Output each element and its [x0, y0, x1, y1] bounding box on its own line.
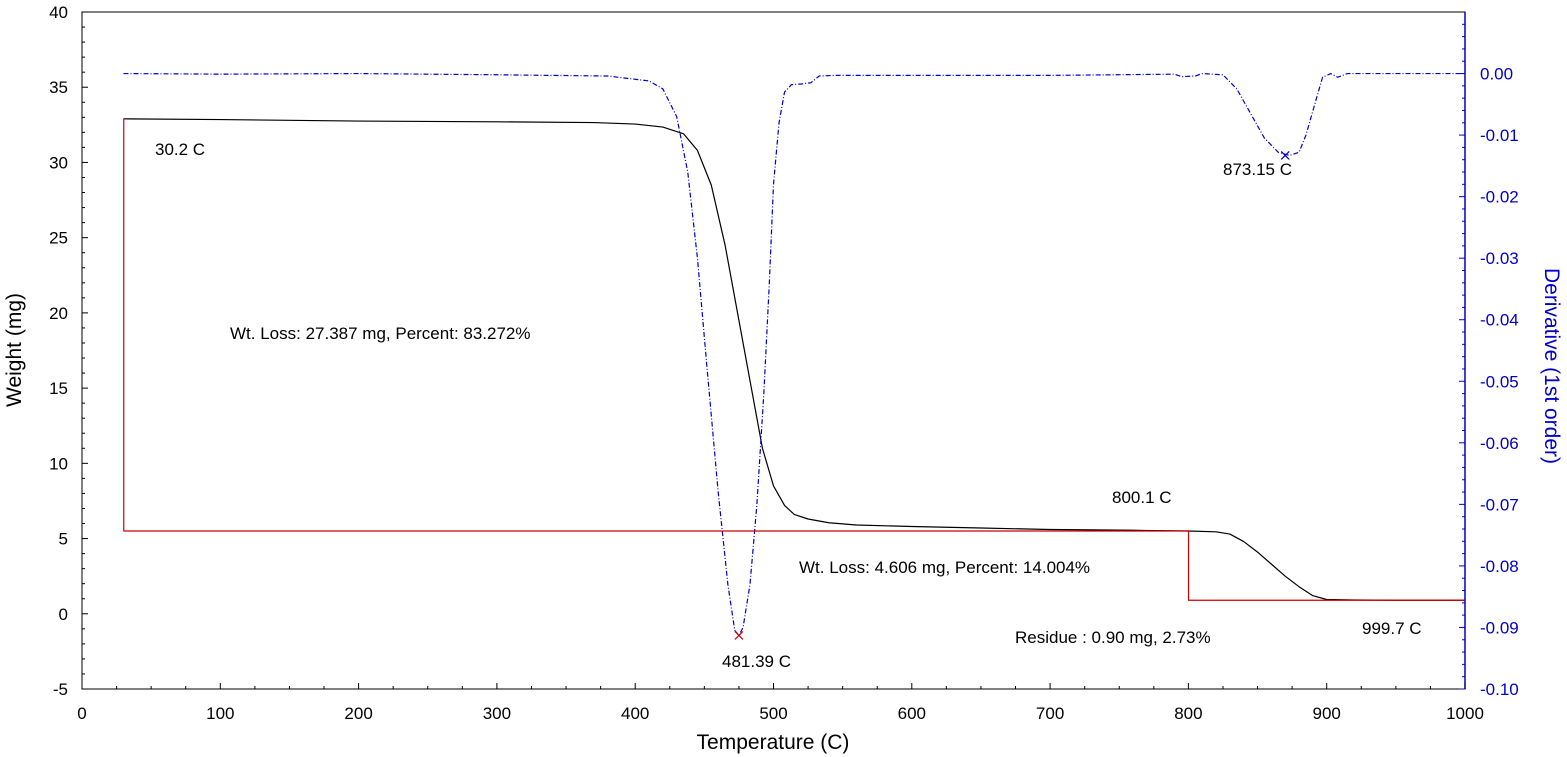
y2-tick-label: -0.10	[1480, 680, 1519, 699]
end-temp-label: 999.7 C	[1362, 619, 1422, 638]
x-axis-title: Temperature (C)	[697, 731, 850, 754]
weight-curve	[123, 118, 1465, 601]
y-tick-label: 20	[49, 304, 68, 323]
x-tick-label: 900	[1313, 704, 1341, 723]
y-axis-title: Weight (mg)	[3, 293, 26, 407]
step1-marker-line	[123, 118, 1189, 532]
y-tick-label: 35	[49, 78, 68, 97]
y2-tick-label: 0.00	[1480, 65, 1513, 84]
x-tick-label: 400	[621, 704, 649, 723]
y2-tick-label: -0.07	[1480, 495, 1519, 514]
y2-tick-label: -0.03	[1480, 249, 1519, 268]
y-tick-label: 40	[49, 3, 68, 22]
x-tick-label: 500	[759, 704, 787, 723]
x-tick-label: 200	[344, 704, 372, 723]
y-tick-label: 5	[59, 530, 68, 549]
peak1-label: 481.39 C	[722, 652, 791, 671]
x-tick-label: 100	[206, 704, 234, 723]
y-tick-label: 15	[49, 379, 68, 398]
y-tick-label: 25	[49, 229, 68, 248]
y-tick-label: 10	[49, 454, 68, 473]
y2-tick-label: -0.04	[1480, 311, 1519, 330]
x-tick-label: 800	[1174, 704, 1202, 723]
y-tick-label: 0	[59, 605, 68, 624]
peak-marker-1	[734, 631, 744, 640]
y2-tick-label: -0.08	[1480, 557, 1519, 576]
y2-tick-label: -0.06	[1480, 434, 1519, 453]
step2-weight-loss-label: Wt. Loss: 4.606 mg, Percent: 14.004%	[799, 558, 1090, 577]
step1-weight-loss-label: Wt. Loss: 27.387 mg, Percent: 83.272%	[230, 324, 531, 343]
peak-markers	[734, 150, 1290, 640]
y2-tick-label: -0.05	[1480, 372, 1519, 391]
x-tick-label: 300	[483, 704, 511, 723]
step2-marker-line	[1187, 531, 1465, 601]
x-tick-label: 0	[77, 704, 86, 723]
y2-tick-label: -0.02	[1480, 188, 1519, 207]
peak2-label: 873.15 C	[1223, 160, 1292, 179]
y2-axis-title: Derivative (1st order)	[1540, 268, 1563, 464]
y-axis-ticks: -5 0 5 10 15 20 25 30 35 40	[49, 3, 88, 699]
y2-tick-label: -0.09	[1480, 618, 1519, 637]
y-tick-label: -5	[53, 680, 68, 699]
x-tick-label: 700	[1036, 704, 1064, 723]
residue-label: Residue : 0.90 mg, 2.73%	[1015, 628, 1211, 647]
peak-marker-2	[1280, 150, 1290, 160]
y2-tick-label: -0.01	[1480, 126, 1519, 145]
derivative-curve	[123, 72, 1465, 637]
y2-axis-ticks: -0.10 -0.09 -0.08 -0.07 -0.06 -0.05 -0.04 -0.03…	[1459, 23, 1519, 699]
x-tick-label: 1000	[1446, 704, 1484, 723]
y-tick-label: 30	[49, 153, 68, 172]
x-axis-ticks: 0 100 200 300 400 500 600 700 800 900 1000	[77, 683, 1484, 723]
series-layer	[123, 72, 1465, 637]
start-temp-label: 30.2 C	[155, 140, 205, 159]
x-tick-label: 600	[898, 704, 926, 723]
step2-temp-label: 800.1 C	[1112, 488, 1172, 507]
